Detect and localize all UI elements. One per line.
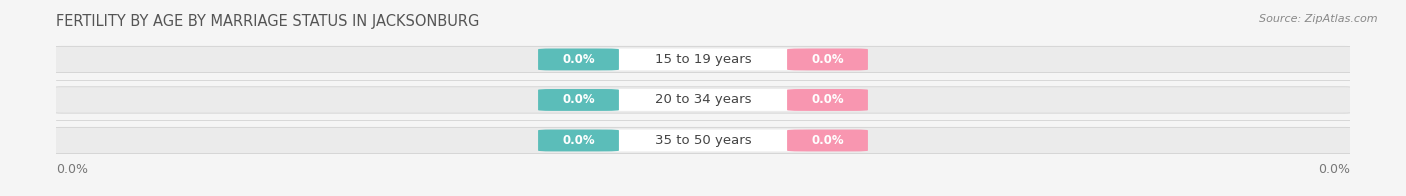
FancyBboxPatch shape (538, 89, 619, 111)
Text: 0.0%: 0.0% (811, 134, 844, 147)
Text: 15 to 19 years: 15 to 19 years (655, 53, 751, 66)
FancyBboxPatch shape (787, 89, 868, 111)
Text: Source: ZipAtlas.com: Source: ZipAtlas.com (1260, 14, 1378, 24)
Text: 0.0%: 0.0% (562, 93, 595, 106)
Text: FERTILITY BY AGE BY MARRIAGE STATUS IN JACKSONBURG: FERTILITY BY AGE BY MARRIAGE STATUS IN J… (56, 14, 479, 29)
FancyBboxPatch shape (787, 49, 868, 70)
Text: 0.0%: 0.0% (562, 53, 595, 66)
FancyBboxPatch shape (787, 130, 868, 151)
Text: 0.0%: 0.0% (562, 134, 595, 147)
FancyBboxPatch shape (538, 130, 619, 151)
FancyBboxPatch shape (538, 49, 619, 70)
FancyBboxPatch shape (596, 49, 810, 70)
FancyBboxPatch shape (53, 127, 1353, 154)
Text: 20 to 34 years: 20 to 34 years (655, 93, 751, 106)
Text: 0.0%: 0.0% (56, 163, 89, 176)
Text: 0.0%: 0.0% (811, 93, 844, 106)
Text: 0.0%: 0.0% (1317, 163, 1350, 176)
FancyBboxPatch shape (53, 87, 1353, 113)
Text: 35 to 50 years: 35 to 50 years (655, 134, 751, 147)
FancyBboxPatch shape (53, 46, 1353, 73)
FancyBboxPatch shape (596, 89, 810, 111)
FancyBboxPatch shape (596, 130, 810, 151)
Text: 0.0%: 0.0% (811, 53, 844, 66)
